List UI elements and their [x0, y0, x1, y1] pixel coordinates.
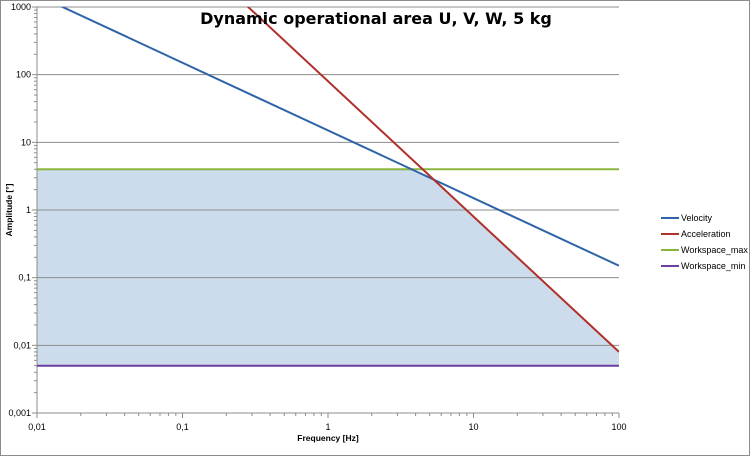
- series-line-acceleration: [246, 7, 619, 353]
- y-tick-label: 0,1: [18, 273, 31, 283]
- shaded-operational-area: [37, 169, 619, 366]
- series-line-velocity: [60, 7, 619, 267]
- legend-label: Velocity: [681, 213, 713, 223]
- x-axis-label: Frequency [Hz]: [297, 433, 359, 443]
- x-tick-label: 1: [325, 422, 330, 432]
- legend: Velocity Acceleration Workspace_max Workspa…: [661, 213, 748, 271]
- y-tick-label: 0,001: [8, 408, 31, 418]
- y-tick-label: 0,01: [13, 340, 31, 350]
- legend-label: Workspace_max: [681, 245, 748, 255]
- x-tick-label: 0,1: [176, 422, 189, 432]
- y-tick-label: 1: [26, 205, 31, 215]
- legend-label: Acceleration: [681, 229, 731, 239]
- x-tick-label: 0,01: [28, 422, 46, 432]
- x-tick-label: 100: [611, 422, 626, 432]
- y-tick-label: 10: [21, 137, 31, 147]
- y-axis-label: Amplitude [°]: [4, 183, 14, 236]
- y-tick-label: 1000: [11, 2, 31, 12]
- y-tick-label: 100: [16, 70, 31, 80]
- x-tick-label: 10: [468, 422, 478, 432]
- legend-label: Workspace_min: [681, 261, 745, 271]
- chart-title: Dynamic operational area U, V, W, 5 kg: [200, 9, 552, 28]
